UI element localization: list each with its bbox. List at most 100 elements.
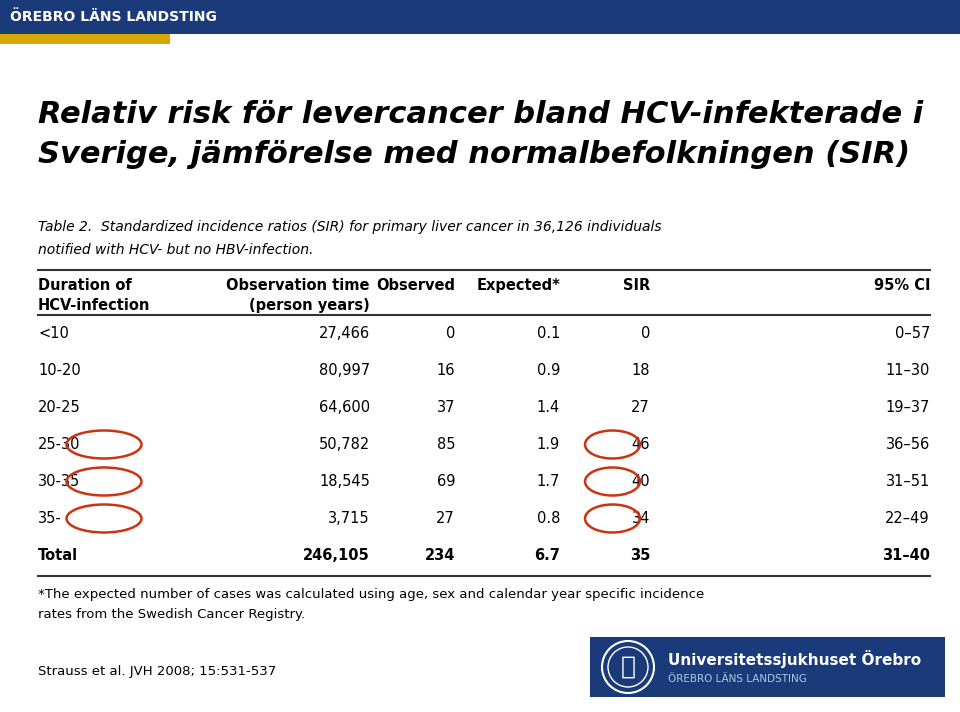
Text: notified with HCV- but no HBV-infection.: notified with HCV- but no HBV-infection. <box>38 243 313 257</box>
Text: 22–49: 22–49 <box>885 511 930 526</box>
Bar <box>23 34 24 44</box>
Bar <box>65 34 66 44</box>
Bar <box>100 34 101 44</box>
Bar <box>76 34 77 44</box>
Text: 34: 34 <box>632 511 650 526</box>
Bar <box>108 34 109 44</box>
Bar <box>60 34 61 44</box>
Bar <box>67 34 68 44</box>
Bar <box>3 34 4 44</box>
Bar <box>135 34 136 44</box>
Bar <box>15 34 16 44</box>
Bar <box>57 34 58 44</box>
Text: 6.7: 6.7 <box>534 548 560 563</box>
Bar <box>86 34 87 44</box>
Bar <box>144 34 145 44</box>
Bar <box>90 34 91 44</box>
Text: 50,782: 50,782 <box>319 437 370 452</box>
Bar <box>8 34 9 44</box>
Bar <box>131 34 132 44</box>
Bar <box>58 34 59 44</box>
Text: 1.7: 1.7 <box>537 474 560 489</box>
Bar <box>12 34 13 44</box>
Bar <box>24 34 25 44</box>
Bar <box>54 34 55 44</box>
Bar <box>69 34 70 44</box>
Bar <box>107 34 108 44</box>
Bar <box>17 34 18 44</box>
Bar <box>81 34 82 44</box>
Bar <box>97 34 98 44</box>
Bar <box>13 34 14 44</box>
Bar <box>155 34 156 44</box>
Text: Strauss et al. JVH 2008; 15:531-537: Strauss et al. JVH 2008; 15:531-537 <box>38 666 276 679</box>
Bar <box>104 34 105 44</box>
Bar <box>10 34 11 44</box>
Text: 36–56: 36–56 <box>886 437 930 452</box>
Bar <box>91 34 92 44</box>
Text: 0.9: 0.9 <box>537 363 560 378</box>
Bar <box>29 34 30 44</box>
Bar <box>102 34 103 44</box>
Bar <box>92 34 93 44</box>
Bar <box>166 34 167 44</box>
Text: 35-: 35- <box>38 511 61 526</box>
Bar <box>132 34 133 44</box>
Bar <box>68 34 69 44</box>
Bar <box>96 34 97 44</box>
Bar <box>70 34 71 44</box>
Bar <box>134 34 135 44</box>
Text: Expected*: Expected* <box>476 278 560 293</box>
Bar <box>122 34 123 44</box>
Bar <box>0 34 1 44</box>
Bar <box>112 34 113 44</box>
Bar <box>9 34 10 44</box>
Text: 95% CI: 95% CI <box>874 278 930 293</box>
Bar <box>151 34 152 44</box>
Bar <box>590 637 945 697</box>
Text: 25-30: 25-30 <box>38 437 81 452</box>
Bar <box>50 34 51 44</box>
Text: 18: 18 <box>632 363 650 378</box>
Text: 0: 0 <box>640 326 650 341</box>
Bar <box>127 34 128 44</box>
Text: 0–57: 0–57 <box>895 326 930 341</box>
Bar <box>77 34 78 44</box>
Bar <box>98 34 99 44</box>
Bar <box>124 34 125 44</box>
Text: Observation time: Observation time <box>227 278 370 293</box>
Bar <box>162 34 163 44</box>
Bar <box>21 34 22 44</box>
Bar <box>71 34 72 44</box>
Bar <box>78 34 79 44</box>
Bar <box>48 34 49 44</box>
Text: 19–37: 19–37 <box>886 400 930 415</box>
Bar <box>42 34 43 44</box>
Bar <box>160 34 161 44</box>
Bar <box>138 34 139 44</box>
Text: Universitetssjukhuset Örebro: Universitetssjukhuset Örebro <box>668 649 922 668</box>
Bar <box>85 34 86 44</box>
Bar <box>64 34 65 44</box>
Text: 27: 27 <box>632 400 650 415</box>
Bar <box>118 34 119 44</box>
Text: *The expected number of cases was calculated using age, sex and calendar year sp: *The expected number of cases was calcul… <box>38 588 705 601</box>
Bar <box>44 34 45 44</box>
Text: Sverige, jämförelse med normalbefolkningen (SIR): Sverige, jämförelse med normalbefolkning… <box>38 140 910 169</box>
Bar <box>25 34 26 44</box>
Bar <box>7 34 8 44</box>
Bar <box>169 34 170 44</box>
Bar <box>121 34 122 44</box>
Bar <box>168 34 169 44</box>
Text: 37: 37 <box>437 400 455 415</box>
Bar <box>40 34 41 44</box>
Text: 18,545: 18,545 <box>319 474 370 489</box>
Text: SIR: SIR <box>623 278 650 293</box>
Text: Table 2.  Standardized incidence ratios (SIR) for primary liver cancer in 36,126: Table 2. Standardized incidence ratios (… <box>38 220 661 234</box>
Bar <box>150 34 151 44</box>
Bar <box>113 34 114 44</box>
Bar <box>36 34 37 44</box>
Bar <box>110 34 111 44</box>
Bar <box>59 34 60 44</box>
Bar <box>120 34 121 44</box>
